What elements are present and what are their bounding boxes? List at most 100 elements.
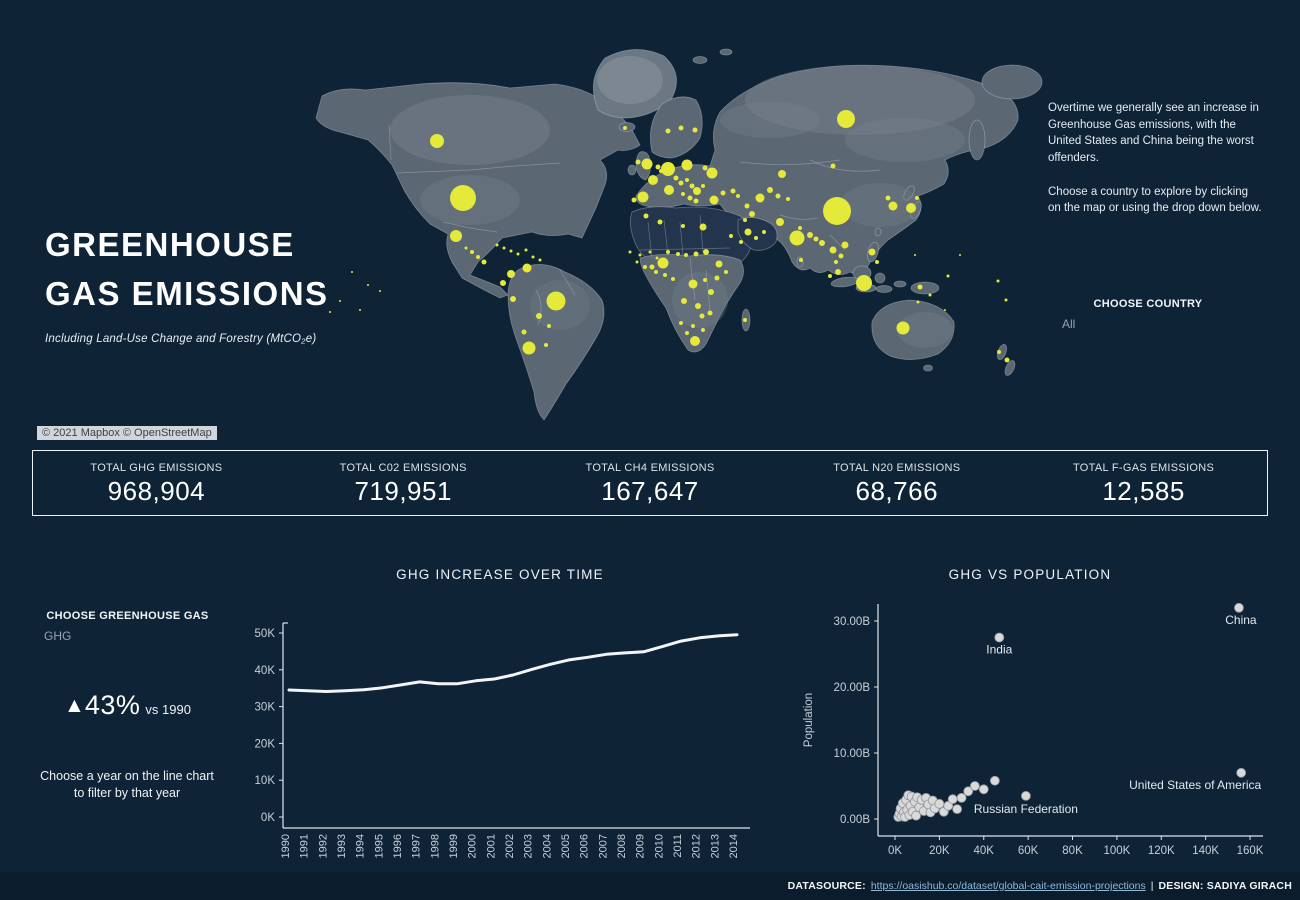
country-bubble[interactable] xyxy=(743,218,747,222)
country-bubble[interactable] xyxy=(736,194,740,198)
country-bubble[interactable] xyxy=(547,324,551,328)
scatter-point-labeled[interactable] xyxy=(994,632,1005,643)
scatter-point[interactable] xyxy=(956,792,967,803)
country-bubble[interactable] xyxy=(476,255,480,259)
country-bubble[interactable] xyxy=(657,257,669,269)
x-tick-label[interactable]: 1999 xyxy=(448,834,460,858)
country-bubble[interactable] xyxy=(685,331,689,335)
country-bubble[interactable] xyxy=(702,165,708,171)
country-bubble[interactable] xyxy=(692,127,698,133)
country-bubble[interactable] xyxy=(767,187,773,193)
country-bubble[interactable] xyxy=(531,255,535,259)
country-bubble[interactable] xyxy=(450,230,462,242)
country-bubble[interactable] xyxy=(628,250,632,254)
country-bubble[interactable] xyxy=(699,313,705,319)
country-bubble[interactable] xyxy=(755,193,765,203)
country-bubble[interactable] xyxy=(754,236,758,240)
gas-filter-dropdown[interactable]: GHG xyxy=(44,629,72,643)
country-bubble[interactable] xyxy=(538,258,542,262)
country-bubble[interactable] xyxy=(946,274,950,278)
country-bubble[interactable] xyxy=(944,309,946,311)
country-bubble[interactable] xyxy=(693,198,699,204)
x-tick-label[interactable]: 2008 xyxy=(616,834,628,858)
x-tick-label[interactable]: 1997 xyxy=(411,834,423,858)
scatter-chart[interactable]: 0.00B 10.00B 20.00B 30.00B 0K 20K 40K 60K 80K 100… xyxy=(780,590,1295,875)
country-bubble[interactable] xyxy=(841,241,849,249)
country-bubble[interactable] xyxy=(813,236,819,242)
country-bubble[interactable] xyxy=(522,263,532,273)
country-bubble[interactable] xyxy=(739,240,743,244)
country-bubble[interactable] xyxy=(648,250,652,254)
country-bubble[interactable] xyxy=(915,196,919,200)
country-bubble[interactable] xyxy=(687,195,693,201)
country-bubble[interactable] xyxy=(724,270,728,274)
datasource-link[interactable]: https://oasishub.co/dataset/global-cait-… xyxy=(870,880,1146,892)
world-map[interactable] xyxy=(0,0,1300,447)
scatter-point-labeled[interactable] xyxy=(1236,767,1247,778)
country-bubble[interactable] xyxy=(775,193,781,199)
country-bubble[interactable] xyxy=(707,310,713,316)
country-bubble[interactable] xyxy=(778,170,786,178)
country-bubble[interactable] xyxy=(664,185,674,195)
x-tick-label[interactable]: 1995 xyxy=(373,834,385,858)
country-bubble[interactable] xyxy=(666,250,670,254)
scatter-point[interactable] xyxy=(989,775,1000,786)
country-bubble[interactable] xyxy=(762,230,766,234)
x-tick-label[interactable]: 2007 xyxy=(597,834,609,858)
country-bubble[interactable] xyxy=(715,260,723,268)
country-bubble[interactable] xyxy=(888,201,898,211)
country-bubble[interactable] xyxy=(823,197,851,225)
x-tick-label[interactable]: 2003 xyxy=(523,834,535,858)
country-bubble[interactable] xyxy=(706,167,718,179)
country-bubble[interactable] xyxy=(379,290,381,292)
country-bubble[interactable] xyxy=(917,284,923,290)
country-bubble[interactable] xyxy=(1004,357,1010,363)
country-bubble[interactable] xyxy=(699,223,707,231)
country-bubble[interactable] xyxy=(691,324,695,328)
country-bubble[interactable] xyxy=(464,246,468,250)
country-bubble[interactable] xyxy=(688,279,698,289)
country-bubble[interactable] xyxy=(720,190,726,196)
country-bubble[interactable] xyxy=(1004,298,1008,302)
country-bubble[interactable] xyxy=(828,274,832,278)
country-bubble[interactable] xyxy=(516,252,520,256)
country-bubble[interactable] xyxy=(693,251,699,257)
country-bubble[interactable] xyxy=(643,265,647,269)
country-bubble[interactable] xyxy=(678,180,684,186)
country-bubble[interactable] xyxy=(678,125,684,131)
country-bubble[interactable] xyxy=(655,256,659,260)
x-tick-label[interactable]: 2010 xyxy=(653,834,665,858)
x-tick-label[interactable]: 1990 xyxy=(280,834,292,858)
country-bubble[interactable] xyxy=(807,232,813,238)
country-bubble[interactable] xyxy=(837,110,855,128)
country-bubble[interactable] xyxy=(928,293,932,297)
country-bubble[interactable] xyxy=(709,195,719,205)
country-bubble[interactable] xyxy=(649,264,655,270)
country-filter-dropdown[interactable]: All xyxy=(1062,317,1076,331)
scatter-point[interactable] xyxy=(911,810,921,821)
country-bubble[interactable] xyxy=(663,273,667,277)
country-bubble[interactable] xyxy=(509,249,513,253)
x-tick-label[interactable]: 2013 xyxy=(709,834,721,858)
country-bubble[interactable] xyxy=(367,284,369,286)
country-bubble[interactable] xyxy=(671,277,675,281)
x-tick-label[interactable]: 2011 xyxy=(672,834,684,858)
country-bubble[interactable] xyxy=(730,188,736,194)
country-bubble[interactable] xyxy=(655,164,661,170)
country-bubble[interactable] xyxy=(450,185,476,211)
country-bubble[interactable] xyxy=(500,280,506,286)
country-bubble[interactable] xyxy=(744,228,752,236)
country-bubble[interactable] xyxy=(835,269,841,275)
country-bubble[interactable] xyxy=(339,300,341,302)
scatter-point-labeled[interactable] xyxy=(1021,790,1031,801)
country-bubble[interactable] xyxy=(329,311,331,313)
ghg-trend-line[interactable] xyxy=(287,633,739,693)
x-tick-label[interactable]: 1996 xyxy=(392,834,404,858)
country-bubble[interactable] xyxy=(786,197,790,201)
country-bubble[interactable] xyxy=(689,183,695,189)
country-bubble[interactable] xyxy=(521,329,527,335)
country-bubble[interactable] xyxy=(665,128,671,134)
scatter-point-labeled[interactable] xyxy=(1234,602,1244,613)
country-bubble[interactable] xyxy=(685,178,689,182)
country-bubble[interactable] xyxy=(819,240,825,246)
